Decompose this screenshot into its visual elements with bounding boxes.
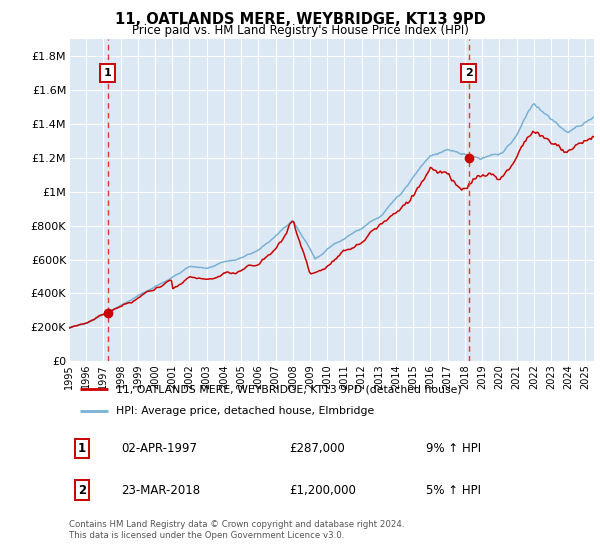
Text: HPI: Average price, detached house, Elmbridge: HPI: Average price, detached house, Elmb… — [116, 405, 374, 416]
Text: 5% ↑ HPI: 5% ↑ HPI — [426, 483, 481, 497]
Text: 1: 1 — [78, 442, 86, 455]
Text: 02-APR-1997: 02-APR-1997 — [121, 442, 197, 455]
Text: 1: 1 — [104, 68, 112, 78]
Text: £287,000: £287,000 — [290, 442, 345, 455]
Text: 2: 2 — [78, 483, 86, 497]
Text: 11, OATLANDS MERE, WEYBRIDGE, KT13 9PD: 11, OATLANDS MERE, WEYBRIDGE, KT13 9PD — [115, 12, 485, 27]
Text: 23-MAR-2018: 23-MAR-2018 — [121, 483, 200, 497]
Text: Contains HM Land Registry data © Crown copyright and database right 2024.
This d: Contains HM Land Registry data © Crown c… — [69, 520, 404, 540]
Text: 2: 2 — [465, 68, 473, 78]
Text: Price paid vs. HM Land Registry's House Price Index (HPI): Price paid vs. HM Land Registry's House … — [131, 24, 469, 37]
Text: £1,200,000: £1,200,000 — [290, 483, 356, 497]
Text: 9% ↑ HPI: 9% ↑ HPI — [426, 442, 481, 455]
Text: 11, OATLANDS MERE, WEYBRIDGE, KT13 9PD (detached house): 11, OATLANDS MERE, WEYBRIDGE, KT13 9PD (… — [116, 384, 462, 394]
